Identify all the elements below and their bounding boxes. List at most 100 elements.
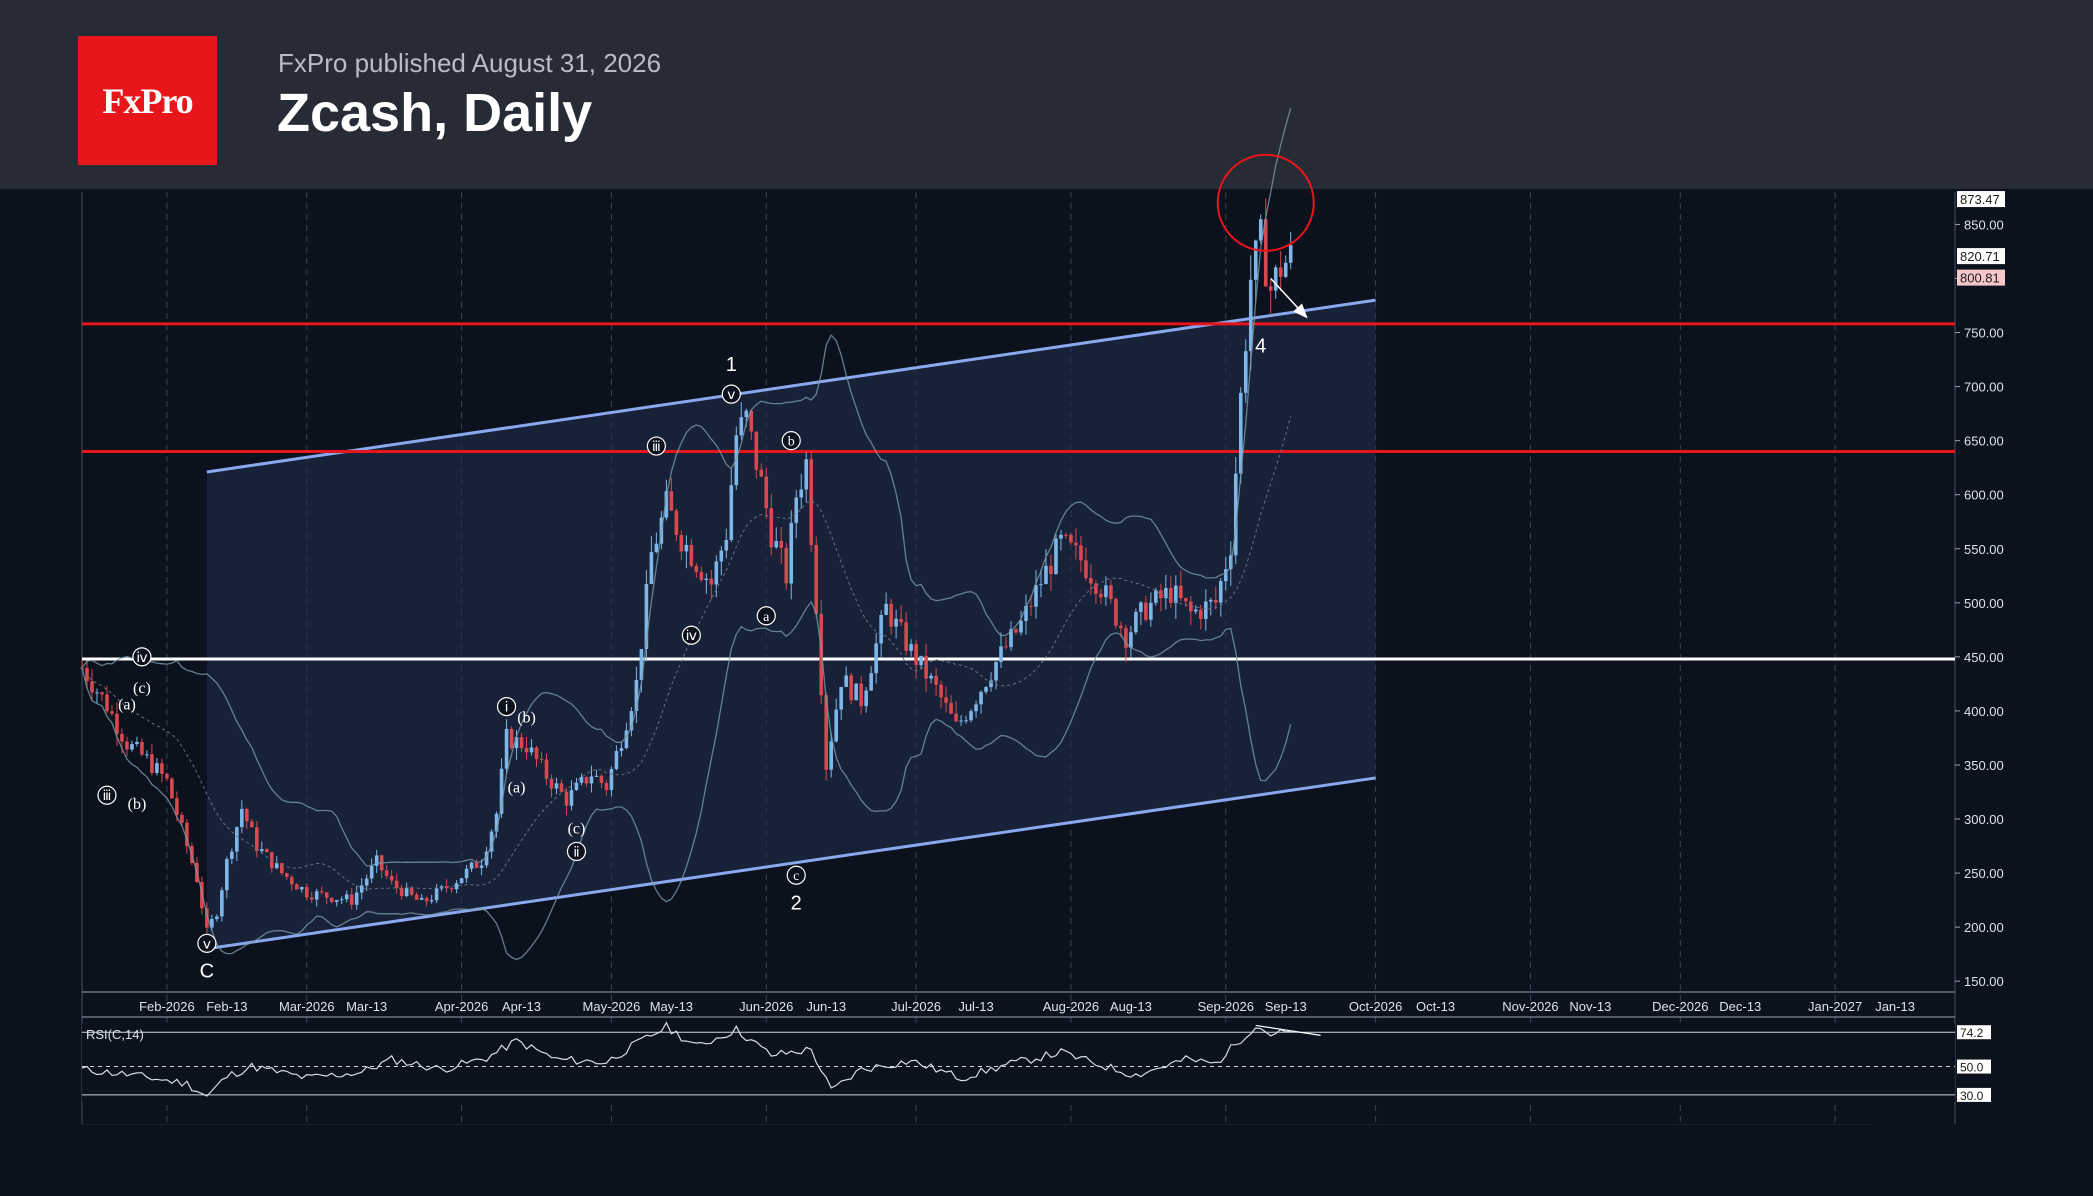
candle-body xyxy=(984,687,988,692)
candle-body xyxy=(1094,583,1098,594)
x-tick-label: Aug-2026 xyxy=(1043,999,1099,1014)
candle-body xyxy=(814,545,819,614)
channel-fill xyxy=(206,300,1376,949)
y-tick-label: 650.00 xyxy=(1964,434,2004,449)
candle-body xyxy=(994,662,998,681)
candle-body xyxy=(579,777,584,783)
rsi-badge xyxy=(1957,1087,1991,1102)
down-arrow xyxy=(1270,277,1308,319)
candle-body xyxy=(90,681,94,693)
candle-body xyxy=(260,849,264,852)
candle-body xyxy=(235,827,239,852)
wave-label: a xyxy=(763,610,770,625)
wave-label: 1 xyxy=(726,354,737,376)
x-tick-label: Dec-2026 xyxy=(1652,999,1708,1014)
candle-body xyxy=(989,680,993,688)
candle-body xyxy=(919,655,923,666)
candle-body xyxy=(1288,245,1293,263)
candle-body xyxy=(449,888,454,890)
candle-body xyxy=(859,683,863,707)
candle-body xyxy=(729,485,734,541)
candle-body xyxy=(714,561,719,585)
x-tick-label: May-2026 xyxy=(583,999,641,1014)
y-tick-label: 200.00 xyxy=(1964,920,2004,935)
wave-circle xyxy=(681,625,701,645)
candle-body xyxy=(429,900,434,902)
candle-body xyxy=(884,603,888,615)
candle-body xyxy=(419,897,424,900)
candle-body xyxy=(130,744,134,750)
candle-body xyxy=(404,887,409,897)
candle-body xyxy=(1263,219,1268,287)
candle-body xyxy=(1034,585,1038,607)
axes: Feb-2026 Feb-13 Mar-2026 Mar-13 Apr-2026 Apr-… xyxy=(139,191,2005,1014)
candle-body xyxy=(220,890,224,917)
candle-body xyxy=(474,862,479,868)
candle-body xyxy=(854,683,858,701)
candle-body xyxy=(469,862,474,869)
candle-body xyxy=(564,791,569,806)
candle-body xyxy=(175,798,179,816)
candle-body xyxy=(849,675,853,701)
candle-body xyxy=(949,702,953,714)
wave-label: (c) xyxy=(568,821,586,838)
candle-body xyxy=(624,730,629,749)
x-tick-label: Aug-13 xyxy=(1110,999,1152,1014)
candle-body xyxy=(499,768,504,814)
candle-body xyxy=(1248,279,1253,352)
candle-body xyxy=(1099,593,1103,598)
candle-body xyxy=(704,578,709,581)
candle-body xyxy=(589,776,594,784)
y-tick-label: 250.00 xyxy=(1964,866,2004,881)
candle-body xyxy=(709,578,714,585)
candle-body xyxy=(1184,598,1188,602)
candle-body xyxy=(754,431,759,470)
rsi-label: RSI(C,14) xyxy=(86,1027,144,1042)
candle-body xyxy=(999,646,1003,663)
candle-body xyxy=(484,851,489,866)
candle-body xyxy=(100,692,104,695)
candle-body xyxy=(764,476,769,509)
candle-body xyxy=(125,741,129,750)
wave-circle xyxy=(756,606,776,626)
bottom-edge xyxy=(82,1124,1872,1125)
candle-body xyxy=(299,887,304,890)
candle-body xyxy=(954,713,958,722)
candle-body xyxy=(1079,545,1083,561)
candle-body xyxy=(349,894,354,905)
candle-body xyxy=(504,728,509,769)
candle-body xyxy=(344,894,349,900)
x-tick-label: Dec-13 xyxy=(1719,999,1761,1014)
x-tick-label: Sep-2026 xyxy=(1198,999,1254,1014)
wave-label: ⅲ xyxy=(652,440,661,455)
x-tick-label: Jul-2026 xyxy=(891,999,941,1014)
candle-body xyxy=(324,892,329,898)
wave-label: ⅳ xyxy=(686,629,697,644)
x-tick-label: Nov-2026 xyxy=(1502,999,1558,1014)
candle-body xyxy=(339,899,344,901)
candle-body xyxy=(494,813,499,832)
candle-body xyxy=(1174,585,1178,604)
candle-body xyxy=(309,897,314,900)
band-lower xyxy=(81,600,1292,961)
candle-body xyxy=(289,877,294,885)
candle-body xyxy=(724,540,729,551)
candle-body xyxy=(1074,542,1078,546)
price-badge-label: 820.71 xyxy=(1960,249,2000,264)
candle-body xyxy=(1204,601,1208,619)
x-tick-label: Oct-13 xyxy=(1416,999,1455,1014)
candle-body xyxy=(604,782,609,791)
candle-body xyxy=(779,540,784,548)
candle-body xyxy=(939,684,943,698)
candle-body xyxy=(609,769,614,791)
wave-label: ⅱ xyxy=(573,845,579,860)
candle-body xyxy=(529,747,534,753)
wave-label: (a) xyxy=(118,696,136,713)
x-tick-label: Jun-13 xyxy=(806,999,846,1014)
candle-body xyxy=(1124,628,1128,648)
candle-body xyxy=(245,808,249,822)
candle-body xyxy=(115,713,119,734)
candle-body xyxy=(914,644,918,666)
price-badge xyxy=(1957,191,2005,208)
candle-body xyxy=(1253,240,1258,280)
